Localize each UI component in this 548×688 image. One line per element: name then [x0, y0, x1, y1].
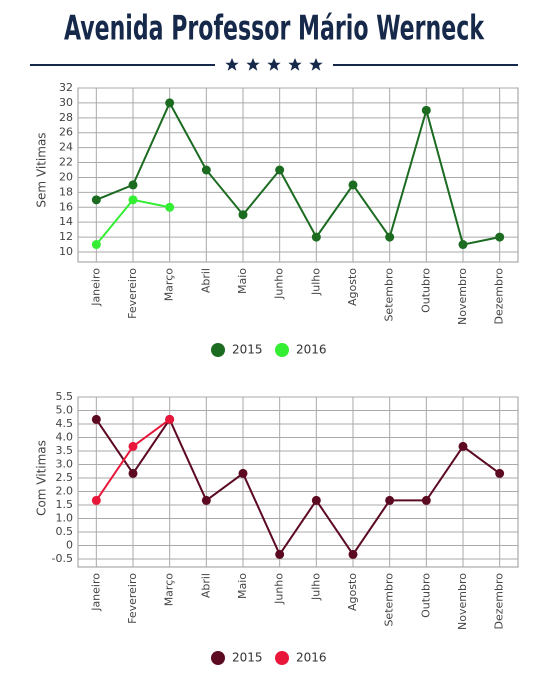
x-tick-label: Abril	[199, 268, 212, 293]
legend-label: 2016	[296, 343, 327, 357]
data-point	[91, 195, 101, 205]
data-point	[201, 165, 211, 175]
data-point	[421, 495, 431, 505]
x-tick-label: Outubro	[419, 573, 432, 618]
data-point	[385, 232, 395, 242]
y-tick-label: 24	[59, 141, 73, 154]
data-point	[128, 195, 138, 205]
y-axis-label: Com Vitimas	[35, 440, 49, 516]
y-tick-label: 12	[59, 230, 73, 243]
y-tick-label: 4.0	[56, 431, 74, 444]
y-tick-label: 3.0	[56, 458, 74, 471]
y-tick-label: 4.5	[56, 417, 74, 430]
data-point	[421, 105, 431, 115]
plot-frame	[77, 396, 519, 568]
y-tick-label: 3.5	[56, 444, 74, 457]
y-tick-label: 1.5	[56, 498, 74, 511]
x-tick-label: Fevereiro	[126, 573, 139, 624]
data-point	[91, 414, 101, 424]
y-tick-label: 26	[59, 126, 73, 139]
data-point	[201, 495, 211, 505]
data-point	[458, 240, 468, 250]
y-tick-label: 28	[59, 111, 73, 124]
data-point	[495, 468, 505, 478]
x-tick-label: Setembro	[383, 268, 396, 322]
page-title: Avenida Professor Mário Werneck	[64, 9, 484, 49]
y-tick-label: 5.0	[56, 404, 74, 417]
x-tick-label: Junho	[273, 268, 286, 300]
y-tick-label: 2.5	[56, 471, 74, 484]
y-tick-label: 20	[59, 170, 73, 183]
x-tick-label: Julho	[309, 573, 322, 601]
x-tick-label: Junho	[273, 573, 286, 605]
x-tick-label: Novembro	[456, 268, 469, 325]
data-point	[91, 495, 101, 505]
x-tick-label: Agosto	[346, 573, 359, 611]
y-tick-label: 5.5	[56, 390, 74, 403]
y-axis-label: Sem Vitimas	[35, 132, 49, 207]
data-point	[348, 180, 358, 190]
data-point	[91, 240, 101, 250]
divider	[30, 58, 518, 71]
series-line	[95, 417, 501, 557]
data-point	[495, 232, 505, 242]
data-point	[238, 210, 248, 220]
plot-frame	[77, 87, 519, 263]
data-point	[165, 202, 175, 212]
data-point	[165, 98, 175, 108]
y-tick-label: 32	[59, 81, 73, 94]
x-tick-label: Dezembro	[493, 268, 506, 325]
x-tick-label: Janeiro	[89, 268, 102, 307]
y-tick-label: 22	[59, 156, 73, 169]
data-point	[458, 441, 468, 451]
data-point	[128, 180, 138, 190]
legend-label: 2016	[296, 651, 327, 665]
legend-label: 2015	[232, 651, 263, 665]
x-tick-label: Janeiro	[89, 573, 102, 612]
data-point	[165, 414, 175, 424]
y-tick-label: 14	[59, 215, 73, 228]
data-point	[128, 441, 138, 451]
y-tick-label: 0.5	[56, 525, 74, 538]
data-point	[311, 495, 321, 505]
y-tick-label: 16	[59, 200, 73, 213]
data-point	[311, 232, 321, 242]
legend-marker	[275, 343, 289, 357]
data-point	[275, 549, 285, 559]
data-point	[348, 549, 358, 559]
legend-marker	[275, 651, 289, 665]
x-tick-label: Abril	[199, 573, 212, 598]
legend-marker	[211, 651, 225, 665]
x-tick-label: Setembro	[383, 573, 396, 627]
y-tick-label: -0.5	[52, 552, 73, 565]
y-tick-label: 30	[59, 96, 73, 109]
data-point	[385, 495, 395, 505]
legend-label: 2015	[232, 343, 263, 357]
y-tick-label: 18	[59, 185, 73, 198]
x-tick-label: Agosto	[346, 268, 359, 306]
data-point	[128, 468, 138, 478]
x-tick-label: Outubro	[419, 268, 432, 313]
y-tick-label: 10	[59, 245, 73, 258]
y-tick-label: 1.0	[56, 512, 74, 525]
y-tick-label: 0	[66, 539, 73, 552]
data-point	[275, 165, 285, 175]
x-tick-label: Novembro	[456, 573, 469, 630]
x-tick-label: Maio	[236, 268, 249, 294]
x-tick-label: Fevereiro	[126, 268, 139, 319]
x-tick-label: Março	[163, 268, 176, 302]
data-point	[238, 468, 248, 478]
x-tick-label: Março	[163, 573, 176, 607]
x-tick-label: Maio	[236, 573, 249, 599]
x-tick-label: Julho	[309, 268, 322, 296]
y-tick-label: 2.0	[56, 485, 74, 498]
legend-marker	[211, 343, 225, 357]
series-line	[95, 100, 500, 246]
x-tick-label: Dezembro	[493, 573, 506, 630]
